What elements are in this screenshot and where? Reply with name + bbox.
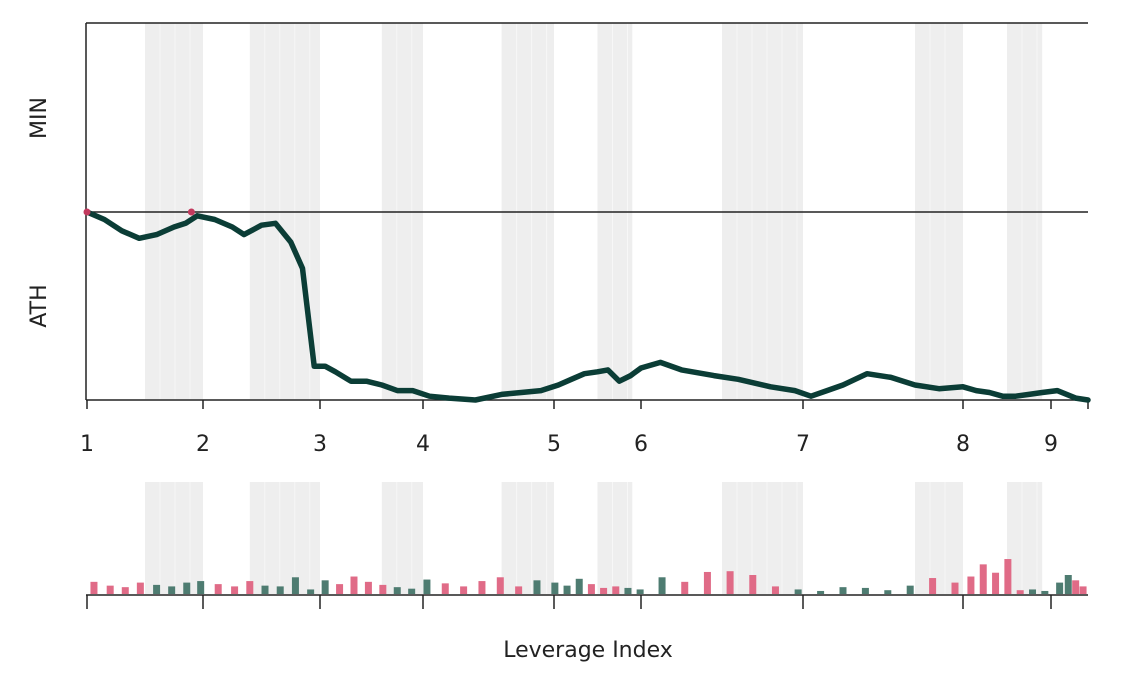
top-x-tick-labels: 1 2 3 4 5 6 7 8 9: [80, 432, 1058, 457]
bottom-band-6: [915, 482, 963, 594]
bar: [408, 588, 416, 594]
bottom-shaded-bands: [145, 482, 1043, 594]
bottom-band-0: [145, 482, 203, 594]
bar: [533, 580, 541, 594]
bar: [1064, 575, 1072, 594]
bar: [575, 578, 583, 594]
bar: [749, 575, 757, 594]
bar: [861, 587, 869, 594]
bar: [496, 577, 504, 594]
bar: [336, 584, 344, 594]
bar: [563, 585, 571, 594]
bar: [460, 586, 468, 594]
top-band-6: [915, 23, 963, 399]
bar: [587, 584, 595, 594]
bar: [681, 581, 689, 594]
bar: [967, 576, 975, 594]
x-tick-label: 3: [313, 432, 327, 457]
bar: [121, 587, 129, 594]
bar: [441, 583, 449, 594]
bar: [350, 576, 358, 594]
x-axis-title: Leverage Index: [503, 638, 673, 663]
bar: [276, 586, 284, 594]
bar: [1041, 590, 1049, 594]
band-label-min: MIN: [27, 97, 52, 139]
bar: [291, 577, 299, 594]
x-tick-label: 6: [634, 432, 648, 457]
bar: [600, 587, 608, 594]
bar: [771, 586, 779, 594]
bar: [906, 585, 914, 594]
bar: [106, 585, 114, 594]
bar: [1079, 586, 1087, 594]
x-tick-label: 5: [547, 432, 561, 457]
bar: [624, 587, 632, 594]
x-tick-label: 4: [416, 432, 430, 457]
bar: [364, 581, 372, 594]
x-tick-label: 7: [796, 432, 810, 457]
bar: [929, 578, 937, 594]
bar: [321, 580, 329, 594]
x-tick-label: 9: [1044, 432, 1058, 457]
ath-marker: [83, 208, 91, 216]
bottom-band-4: [597, 482, 633, 594]
bar: [478, 581, 486, 594]
bottom-x-ticks: [86, 595, 1052, 609]
bar: [551, 582, 559, 594]
bar: [658, 577, 666, 594]
bar: [979, 564, 987, 594]
bar: [379, 584, 387, 594]
band-label-ath: ATH: [27, 284, 52, 327]
bottom-band-1: [249, 482, 320, 594]
bar: [612, 586, 620, 594]
bar: [393, 587, 401, 594]
top-band-7: [1007, 23, 1043, 399]
bar: [726, 571, 734, 594]
top-band-5: [722, 23, 803, 399]
top-band-2: [381, 23, 423, 399]
bar: [1029, 589, 1037, 594]
bar: [1072, 580, 1080, 594]
leverage-bars: [90, 559, 1087, 594]
bar: [636, 589, 644, 594]
bar: [214, 584, 222, 594]
bar: [703, 571, 711, 594]
bar: [307, 589, 315, 594]
x-tick-label: 8: [956, 432, 970, 457]
top-shaded-bands: [145, 23, 1043, 399]
x-tick-label: 1: [80, 432, 94, 457]
bottom-band-3: [501, 482, 554, 594]
bar: [246, 581, 254, 594]
top-band-3: [501, 23, 554, 399]
bar: [951, 582, 959, 594]
bar: [884, 590, 892, 594]
top-x-ticks: [86, 400, 1089, 409]
bar: [261, 585, 269, 594]
bar: [794, 589, 802, 594]
ath-markers: [83, 208, 195, 216]
bar: [136, 582, 144, 594]
bottom-band-2: [381, 482, 423, 594]
x-tick-label: 2: [196, 432, 210, 457]
bar: [168, 586, 176, 594]
bar: [231, 586, 239, 594]
bottom-band-5: [722, 482, 803, 594]
bar: [423, 579, 431, 594]
leverage-line: [84, 209, 1091, 403]
bar: [90, 581, 98, 594]
bar: [839, 587, 847, 594]
bar: [1016, 590, 1024, 594]
bottom-band-7: [1007, 482, 1043, 594]
bar: [1056, 582, 1064, 594]
bar: [817, 590, 825, 594]
bar: [183, 582, 191, 594]
bar: [153, 584, 161, 594]
bar: [1004, 559, 1012, 594]
bar: [515, 586, 523, 594]
top-band-4: [597, 23, 633, 399]
bar: [992, 572, 1000, 594]
ath-marker: [187, 208, 195, 216]
bar: [197, 581, 205, 594]
